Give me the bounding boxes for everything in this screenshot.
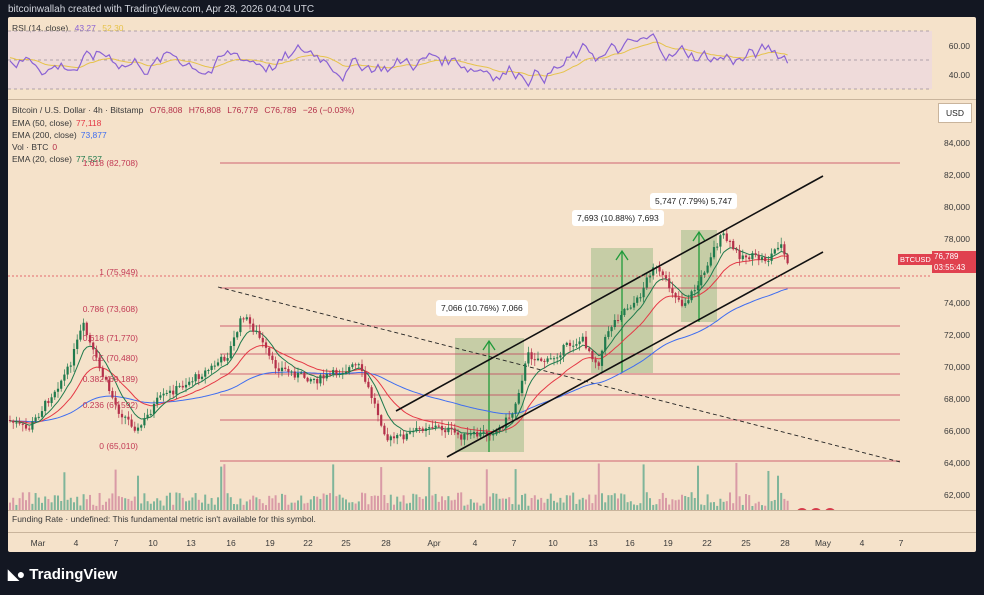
rsi-tick: 40.00 [948,70,970,80]
date-axis[interactable]: Mar 4 7 10 13 16 19 22 25 28 Apr 4 7 10 13 16 19 22 25 28 Ma… [8,533,976,552]
trendline-dashed[interactable] [217,286,901,463]
ema20-label: EMA (20, close) [12,154,72,164]
date-tick: 28 [780,538,790,548]
chart-credit: bitcoinwallah created with TradingView.c… [8,4,315,15]
rsi-pane[interactable] [8,17,932,97]
price-tick: 72,000 [944,330,970,340]
date-tick: 4 [73,538,79,548]
ema20-legend[interactable]: EMA (20, close) 77,527 [12,154,106,164]
price-tick: 70,000 [944,362,970,372]
price-tag-value: 76,789 [932,251,976,262]
measure-label-1[interactable]: 7,066 (10.76%) 7,066 [436,300,528,316]
rsi-value: 43.27 [74,23,96,33]
date-tick: 19 [265,538,275,548]
date-tick: 19 [663,538,673,548]
tradingview-logo-icon: ◣● [8,566,25,582]
candles [8,228,789,447]
pane-separator[interactable] [8,99,976,100]
date-tick: 4 [859,538,865,548]
price-tick: 78,000 [944,234,970,244]
price-tag-symbol: BTCUSD [898,254,933,265]
last-price-tag: BTCUSD 76,789 03:55:43 [898,251,976,273]
fib-label-1: 1 (75,949) [99,267,138,277]
symbol-title[interactable]: Bitcoin / U.S. Dollar · 4h · Bitstamp [12,105,144,115]
date-tick: 13 [186,538,196,548]
ema50-line [9,255,788,433]
price-tick: 74,000 [944,298,970,308]
fib-lines [220,162,900,462]
price-tick: 82,000 [944,170,970,180]
currency-button[interactable]: USD [938,103,972,123]
date-tick: 4 [472,538,478,548]
ema200-value: 73,877 [80,130,107,140]
funding-rate-note: Funding Rate · undefined: This fundament… [12,514,316,524]
rsi-tick: 60.00 [948,41,970,51]
ema50-legend[interactable]: EMA (50, close) 77,118 [12,118,105,128]
ohlc-close: C76,789 [264,105,297,115]
date-tick: 7 [898,538,904,548]
ema200-legend[interactable]: EMA (200, close) 73,877 [12,130,111,140]
date-tick: May [814,538,832,548]
date-tick: 13 [588,538,598,548]
date-tick: 7 [511,538,517,548]
date-tick: 16 [625,538,635,548]
date-tick: Mar [30,538,46,548]
rsi-legend-name: RSI (14, close) [12,23,69,33]
price-tick: 80,000 [944,202,970,212]
volume-legend[interactable]: Vol · BTC 0 [12,142,61,152]
date-tick: 7 [113,538,119,548]
volume-value: 0 [52,142,58,152]
date-tick: 10 [148,538,158,548]
fib-label-0: 0 (65,010) [99,441,138,451]
ohlc-low: L76,779 [227,105,258,115]
fib-label-1618: 1.618 (82,708) [82,158,138,168]
fib-label-0786: 0.786 (73,608) [82,304,138,314]
ohlc-high: H76,808 [188,105,221,115]
tradingview-logo[interactable]: ◣● TradingView [8,566,117,583]
volume-bars [9,462,789,510]
date-tick: 25 [341,538,351,548]
date-tick: Apr [427,538,441,548]
measure-label-3[interactable]: 5,747 (7.79%) 5,747 [650,193,738,209]
ohlc-change: −26 (−0.03%) [302,105,355,115]
price-axis[interactable]: 84,000 82,000 80,000 78,000 74,000 72,00… [932,100,976,510]
price-tick: 84,000 [944,138,970,148]
date-tick: 25 [741,538,751,548]
channel-upper[interactable] [395,175,824,412]
chart-frame[interactable]: RSI (14, close) 43.27 52.30 60.00 40.00 … [8,17,976,552]
fib-label-0382: 0.382 (69,189) [82,374,138,384]
date-tick: 10 [548,538,558,548]
volume-label: Vol · BTC [12,142,49,152]
fib-label-05: 0.5 (70,480) [92,353,138,363]
axis-separator [8,532,976,533]
rsi-axis[interactable]: 60.00 40.00 [932,17,976,97]
rsi-line [9,33,789,88]
fib-label-0236: 0.236 (67,592) [82,400,138,410]
measure-label-2[interactable]: 7,693 (10.88%) 7,693 [572,210,664,226]
date-tick: 28 [381,538,391,548]
price-chart[interactable] [8,100,932,510]
price-tag-countdown: 03:55:43 [932,262,976,273]
date-tick: 22 [303,538,313,548]
price-tick: 64,000 [944,458,970,468]
rsi-ma-value: 52.30 [102,23,124,33]
price-tick: 62,000 [944,490,970,500]
ema50-value: 77,118 [76,118,102,128]
ohlc-open: O76,808 [149,105,183,115]
pane-separator[interactable] [8,510,976,511]
date-tick: 16 [226,538,236,548]
symbol-legend: Bitcoin / U.S. Dollar · 4h · Bitstamp O7… [12,105,358,115]
date-tick: 22 [702,538,712,548]
ema200-label: EMA (200, close) [12,130,77,140]
rsi-legend: RSI (14, close) 43.27 52.30 [12,23,128,33]
channel-lower[interactable] [446,251,824,458]
fib-label-0618: 0.618 (71,770) [82,333,138,343]
event-flags[interactable] [796,508,836,510]
ema20-value: 77,527 [76,154,102,164]
tradingview-logo-text: TradingView [29,566,118,583]
price-tick: 66,000 [944,426,970,436]
price-tick: 68,000 [944,394,970,404]
ema20-line [9,247,788,435]
ema50-label: EMA (50, close) [12,118,72,128]
